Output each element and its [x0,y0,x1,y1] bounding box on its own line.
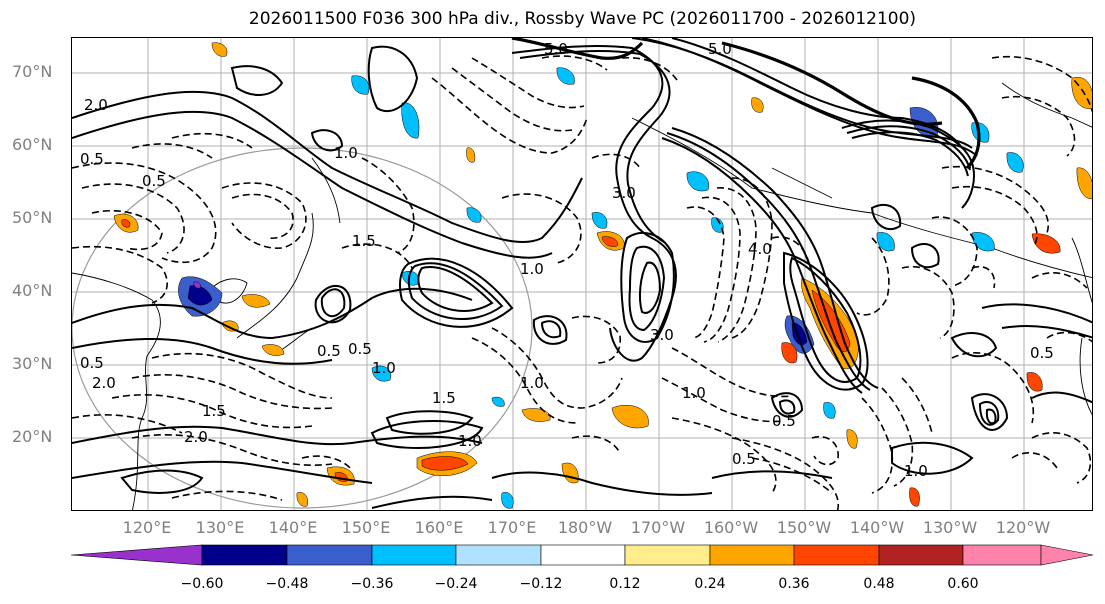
colorbar-tick: −0.12 [519,576,563,592]
contour-label: 2.0 [92,374,116,392]
colorbar-tick: 0.60 [947,576,979,592]
graticule [72,38,1092,510]
colorbar [71,544,1094,566]
contour-label: 0.5 [348,340,372,358]
map-canvas: 5.0 5.0 2.0 0.5 0.5 1.0 1.5 0.5 3.0 4.0 … [72,38,1092,510]
lat-label: 70°N [12,62,53,81]
contour-label: 2.0 [184,428,208,446]
contour-label: 3.0 [650,326,674,344]
colorbar-cell [286,544,373,566]
lon-label: 140°W [849,518,905,537]
reference-circle [72,147,533,509]
shaded-divergence [113,42,1092,509]
colorbar-cell [201,544,288,566]
contour-label: 1.0 [904,462,928,480]
lat-label: 40°N [12,281,53,300]
map-panel: 5.0 5.0 2.0 0.5 0.5 1.0 1.5 0.5 3.0 4.0 … [71,37,1093,511]
contour-label: 4.0 [748,240,772,258]
lon-label: 170°E [487,518,537,537]
colorbar-cell [793,544,880,566]
lon-label: 160°E [414,518,464,537]
colorbar-cell [709,544,795,566]
contour-label: 0.5 [1030,344,1054,362]
lon-label: 130°W [922,518,978,537]
lon-label: 150°W [776,518,832,537]
contour-label: 1.5 [352,232,376,250]
lat-label: 60°N [12,135,53,154]
lat-label: 50°N [12,208,53,227]
lon-label: 160°W [703,518,759,537]
contour-label: 1.0 [372,359,396,377]
colorbar-tick: 0.24 [694,576,726,592]
colorbar-cell [371,544,457,566]
lon-label: 170°W [630,518,686,537]
jet-contours [511,38,981,170]
lat-label: 20°N [12,427,53,446]
lon-label: 120°W [995,518,1051,537]
contour-label: 1.0 [520,260,544,278]
solid-contours [72,38,1092,509]
contour-label: 1.0 [334,144,358,162]
contour-label: 5.0 [708,40,732,58]
colorbar-tick: −0.24 [434,576,478,592]
colorbar-tick: −0.48 [265,576,309,592]
lon-label: 120°E [122,518,172,537]
dashed-contours [72,55,1092,510]
contour-label: 0.5 [80,354,104,372]
contour-label: 1.5 [432,389,456,407]
lon-label: 180°W [557,518,613,537]
contour-label: 0.5 [772,412,796,430]
colorbar-cell [1040,544,1094,566]
lon-label: 140°E [268,518,318,537]
lon-label: 130°E [195,518,245,537]
colorbar-tick: 0.48 [863,576,895,592]
contour-labels: 5.0 5.0 2.0 0.5 0.5 1.0 1.5 0.5 3.0 4.0 … [80,40,1054,480]
contour-label: 0.5 [732,450,756,468]
map-title: 2026011500 F036 300 hPa div., Rossby Wav… [248,9,917,29]
contour-label: 0.5 [317,342,341,360]
colorbar-cell [71,544,203,566]
contour-label: 2.0 [84,96,108,114]
colorbar-tick: −0.60 [180,576,224,592]
contour-label: 1.0 [458,432,482,450]
colorbar-cell [962,544,1042,566]
lon-label: 150°E [341,518,391,537]
contour-label: 3.0 [612,184,636,202]
colorbar-tick: 0.36 [778,576,810,592]
lat-label: 30°N [12,354,53,373]
colorbar-cell [540,544,626,566]
contour-label: 1.0 [682,384,706,402]
colorbar-cell [624,544,711,566]
colorbar-cell [455,544,542,566]
contour-label: 1.5 [202,402,226,420]
colorbar-cell [878,544,964,566]
colorbar-tick: 0.12 [609,576,641,592]
contour-label: 0.5 [142,172,166,190]
contour-label: 0.5 [80,150,104,168]
colorbar-tick: −0.36 [350,576,394,592]
contour-label: 1.0 [520,374,544,392]
contour-label: 5.0 [544,40,568,58]
coastlines [72,82,1092,510]
